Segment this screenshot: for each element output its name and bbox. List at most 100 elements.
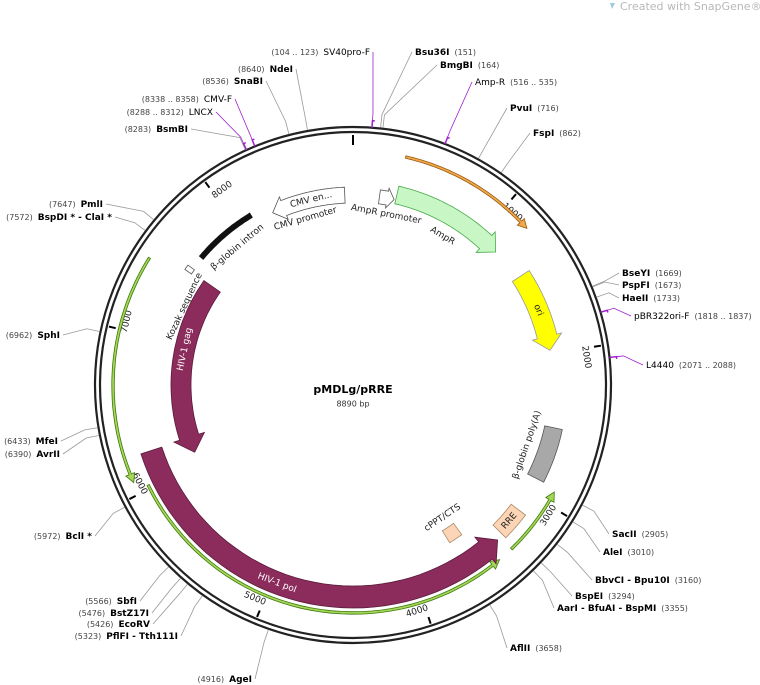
label-name: PflFI - Tth111I — [106, 632, 178, 642]
site-label: (8338 .. 8358) CMV-F — [142, 95, 232, 105]
label-name: SphI — [37, 331, 60, 341]
ruler-tick — [256, 610, 261, 618]
ruler-tick — [204, 181, 211, 189]
label-position: (2905) — [642, 530, 669, 539]
leader-line — [500, 132, 531, 173]
site-label: (6390) AvrII — [5, 450, 60, 460]
label-name: AflII — [510, 644, 530, 654]
orf-arrow — [111, 256, 152, 484]
label-name: FspI — [533, 129, 554, 139]
site-label: (6433) MfeI — [4, 437, 58, 447]
leader-line — [254, 629, 269, 680]
leader-line — [139, 566, 169, 602]
site-label: FspI (862) — [533, 129, 581, 139]
watermark: Created with SnapGene® — [620, 0, 760, 13]
label-position: (8338 .. 8358) — [142, 95, 199, 104]
feature — [198, 212, 253, 260]
site-label: (5476) BstZ17I — [78, 609, 149, 619]
label-name: PvuI — [510, 104, 532, 114]
label-position: (516 .. 535) — [510, 78, 557, 87]
leader-line — [445, 81, 473, 144]
leader-line — [592, 272, 620, 287]
label-position: (5476) — [78, 609, 105, 618]
label-name: L4440 — [646, 361, 674, 371]
label-position: (1673) — [655, 281, 682, 290]
label-name: AleI — [603, 548, 623, 558]
feature — [394, 185, 497, 253]
site-label: AarI - BfuAI - BspMI (3355) — [557, 604, 688, 614]
label-name: MfeI — [36, 437, 58, 447]
site-label: (7647) PmlI — [49, 200, 103, 210]
backbone-inner — [98, 130, 608, 640]
leader-line — [114, 216, 146, 231]
site-label: HaeII (1733) — [622, 294, 680, 304]
label-position: (1669) — [655, 269, 682, 278]
leader-line — [190, 128, 246, 150]
leader-line — [601, 307, 632, 317]
label-name: Amp-R — [475, 78, 505, 88]
leader-line — [265, 80, 290, 135]
label-position: (5566) — [85, 597, 112, 606]
leader-line — [105, 203, 154, 220]
site-label: PvuI (716) — [510, 104, 559, 114]
leader-line — [295, 68, 308, 131]
site-label: Bsu36I (151) — [415, 48, 476, 58]
label-name: EcoRV — [118, 620, 150, 630]
feature — [378, 187, 395, 210]
site-label: (4916) AgeI — [198, 675, 252, 685]
label-name: BsmBI — [156, 125, 188, 135]
label-name: LNCX — [189, 108, 213, 118]
site-label: (6962) SphI — [6, 331, 60, 341]
site-label: (8640) NdeI — [238, 65, 293, 75]
feature — [511, 270, 563, 351]
label-position: (6962) — [6, 331, 33, 340]
label-position: (104 .. 123) — [271, 48, 318, 57]
site-label: L4440 (2071 .. 2088) — [646, 361, 736, 371]
ruler-tick — [427, 616, 432, 624]
feature — [184, 264, 195, 275]
leader-line — [180, 595, 203, 637]
leader-line — [478, 107, 508, 159]
leader-line — [592, 281, 620, 288]
site-label: AflII (3658) — [510, 644, 562, 654]
leader-line — [596, 292, 620, 299]
feature-label: β-globin intron — [209, 222, 266, 272]
label-position: (5323) — [75, 632, 102, 641]
site-label: BmgBI (164) — [440, 61, 499, 71]
feature — [272, 186, 346, 221]
leader-line — [610, 355, 644, 366]
site-label: (5566) SbfI — [85, 597, 137, 607]
label-name: SacII — [612, 530, 637, 540]
plasmid-size: 8890 bp — [336, 400, 369, 409]
site-label: SacII (2905) — [612, 530, 668, 540]
label-name: BspDI * - ClaI * — [38, 213, 113, 223]
ruler-tick — [593, 344, 602, 348]
label-name: AvrII — [36, 450, 60, 460]
label-position: (1818 .. 1837) — [694, 312, 751, 321]
label-name: BstZ17I — [110, 609, 149, 619]
site-label: (5972) BclI * — [34, 532, 92, 542]
label-position: (8536) — [202, 77, 229, 86]
site-label: (5323) PflFI - Tth111I — [75, 632, 178, 642]
ruler-tick — [128, 494, 137, 500]
label-position: (716) — [537, 104, 559, 113]
site-label: BbvCI - Bpu10I (3160) — [595, 576, 701, 586]
leader-line — [380, 51, 413, 128]
label-position: (151) — [455, 48, 477, 57]
label-position: (5426) — [87, 620, 114, 629]
label-position: (6433) — [4, 437, 31, 446]
leader-line — [556, 544, 593, 581]
leader-line — [582, 504, 610, 535]
leader-line — [60, 427, 98, 442]
label-name: NdeI — [270, 65, 293, 75]
label-name: BclI * — [66, 532, 93, 542]
ruler-tick — [510, 193, 517, 201]
label-name: SbfI — [117, 597, 137, 607]
label-name: AarI - BfuAI - BspMI — [557, 604, 656, 614]
site-label: (8288 .. 8312) LNCX — [127, 108, 213, 118]
label-name: PmlI — [81, 200, 103, 210]
label-name: pBR322ori-F — [634, 312, 689, 322]
label-position: (8283) — [125, 125, 152, 134]
